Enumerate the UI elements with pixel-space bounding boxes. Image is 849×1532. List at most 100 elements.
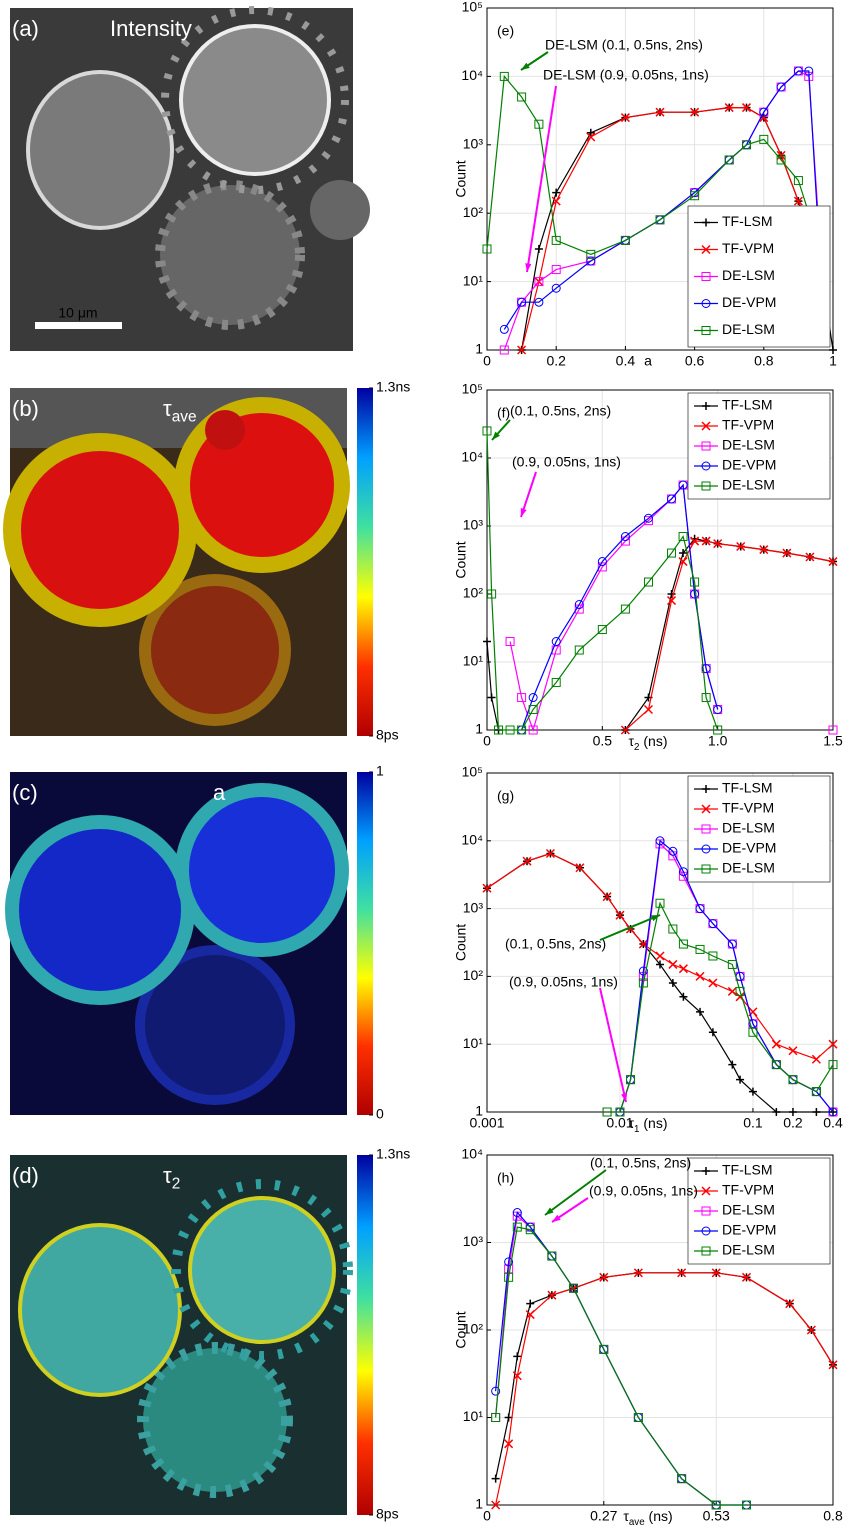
marker [772,1108,781,1116]
marker [620,725,630,735]
marker [599,1272,609,1282]
marker [701,824,711,834]
marker [505,637,515,647]
marker [788,1108,797,1116]
y-tick-label: 10⁵ [462,764,483,780]
marker [547,1251,557,1261]
marker [702,1167,710,1175]
marker [551,196,561,206]
symbol: τ [163,1163,172,1188]
marker [586,256,596,266]
y-tick-label: 10⁴ [461,832,483,848]
marker [678,964,688,974]
panel-label: (h) [497,1170,514,1186]
x-tick-label: 0.4 [616,353,636,369]
marker [517,693,527,703]
y-tick-label: 10² [463,204,484,220]
symbol: τ [629,733,635,749]
x-tick-label: 1 [829,353,837,369]
x-tick-label: 0.001 [469,1115,504,1131]
marker [788,1046,798,1056]
annotation-arrowhead [520,508,527,517]
marker [677,1474,687,1484]
marker [552,188,561,197]
marker [620,532,630,542]
marker [551,235,561,245]
marker [494,725,504,735]
annotation: (0.1, 0.5ns, 2ns) [590,1155,691,1171]
marker [701,461,711,471]
marker [804,66,814,76]
image-label: τave [163,396,197,426]
marker [620,113,630,123]
colorbar-tick-label: 1 [376,763,384,779]
x-tick-label: 0.01 [606,1115,633,1131]
y-tick-label: 10¹ [463,653,484,669]
marker [811,1054,821,1064]
marker [491,1474,500,1483]
marker [759,107,769,117]
image-d [10,1155,353,1515]
marker [708,978,718,988]
marker [505,725,515,735]
colorbar-tick-label: 8ps [376,1506,399,1522]
marker [643,704,653,715]
marker [812,1108,821,1116]
marker [811,1087,821,1097]
marker [491,1500,501,1510]
marker [499,324,509,334]
image-b [3,388,350,736]
marker [528,725,538,735]
marker [742,1500,751,1510]
annotation: (0.1, 0.5ns, 2ns) [505,936,606,952]
marker [633,1413,643,1422]
subscript: ave [172,409,197,426]
marker [711,1268,721,1278]
symbol: τ [629,1115,635,1131]
colorbar [357,1155,373,1515]
marker [534,119,544,129]
marker [517,92,527,102]
marker [690,536,700,546]
x-tick-label: 0 [483,1508,491,1524]
marker [701,481,711,491]
annotation-arrowhead [521,62,530,70]
y-tick-label: 1 [475,1496,483,1512]
axes-frame [486,7,834,351]
x-tick-label: 0.27 [590,1508,617,1524]
marker [551,265,561,275]
annotation-arrowhead [525,263,532,272]
axes-frame [486,1154,834,1506]
marker [526,1299,535,1308]
marker [748,1027,758,1037]
marker [602,892,612,902]
marker [528,705,538,715]
marker [638,978,648,988]
marker [695,904,705,914]
x-tick-label: 1.0 [708,733,728,749]
marker [690,577,700,587]
marker [771,1039,781,1049]
colorbar-tick-label: 8ps [376,727,399,743]
annotation: DE-LSM (0.9, 0.05ns, 1ns) [543,67,709,83]
marker [574,645,584,655]
marker [512,1208,522,1218]
marker [547,1290,557,1300]
subscript: ave [629,1516,645,1527]
y-tick-label: 1 [475,341,483,357]
panel-label: (g) [497,788,514,804]
legend-label: TF-VPM [722,800,774,816]
legend-label: DE-LSM [722,267,775,283]
legend-label: TF-LSM [722,397,773,413]
annotation-arrow [599,914,661,941]
marker [534,297,544,307]
annotation-arrowhead [492,431,500,440]
marker [695,944,705,954]
marker [771,1060,781,1070]
legend-label: DE-VPM [722,1222,776,1238]
marker [701,536,711,546]
marker [491,1386,501,1396]
marker [599,1344,609,1354]
marker [678,480,688,490]
marker [620,604,630,614]
